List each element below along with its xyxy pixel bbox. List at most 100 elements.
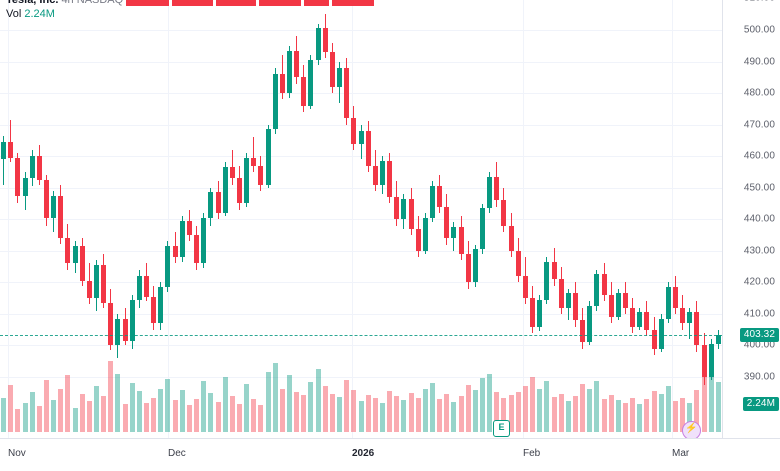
- volume-bar: [715, 382, 721, 432]
- candle-body: [644, 312, 650, 330]
- price-gridline: [0, 219, 722, 221]
- volume-bar: [630, 397, 636, 432]
- current-volume-badge[interactable]: 2.24M: [742, 397, 779, 411]
- price-gridline: [0, 377, 722, 378]
- candle-body: [379, 160, 385, 185]
- candle-body: [101, 265, 107, 303]
- candle-body: [601, 274, 607, 295]
- candle-body: [115, 318, 121, 346]
- candle-body: [351, 118, 357, 144]
- legend-interval[interactable]: 4h: [61, 0, 74, 6]
- volume-bar: [694, 389, 700, 432]
- volume-bar: [51, 400, 57, 432]
- time-axis-label: Mar: [672, 448, 690, 459]
- candle-body: [701, 345, 707, 377]
- volume-bar: [215, 402, 221, 432]
- candle-body: [165, 246, 171, 288]
- volume-bar: [687, 402, 693, 432]
- candle-body: [615, 293, 621, 318]
- candle-body: [444, 206, 450, 239]
- volume-bar: [294, 392, 300, 432]
- price-axis[interactable]: 510.00 500.00 490.00 480.00 470.00 460.00 450.…: [722, 0, 780, 438]
- volume-bar: [580, 384, 586, 432]
- price-gridline: [0, 313, 722, 315]
- candle-body: [358, 130, 364, 144]
- volume-bar: [186, 405, 192, 432]
- candle-body: [408, 198, 414, 229]
- candle-body: [622, 293, 628, 308]
- volume-bar: [279, 388, 285, 432]
- volume-bar: [308, 382, 314, 432]
- candle-body: [279, 74, 285, 94]
- price-gridline: [0, 30, 722, 31]
- volume-bar: [680, 398, 686, 432]
- candle-wick: [689, 307, 691, 340]
- candle-body: [401, 198, 407, 220]
- volume-bar: [701, 355, 707, 432]
- volume-bar: [129, 383, 135, 432]
- candle-body: [365, 130, 371, 166]
- legend-change: -1.37: [303, 0, 329, 6]
- chart-plot-area[interactable]: E ⚡: [0, 0, 722, 438]
- volume-bar: [637, 404, 643, 432]
- volume-bar: [165, 378, 171, 432]
- earnings-marker[interactable]: E: [493, 420, 510, 437]
- candle-body: [272, 74, 278, 130]
- legend-symbol[interactable]: Tesla, Inc.: [6, 0, 59, 6]
- candle-body: [222, 167, 228, 213]
- candle-body: [301, 77, 307, 106]
- volume-bar: [472, 390, 478, 432]
- price-axis-label: 510.00: [744, 0, 775, 4]
- candle-body: [322, 28, 328, 53]
- candle-body: [522, 276, 528, 299]
- legend-high-value: 403.44: [179, 0, 214, 6]
- price-axis-label: 480.00: [743, 87, 775, 99]
- candle-body: [480, 208, 486, 250]
- volume-bar: [194, 398, 200, 432]
- candle-body: [8, 141, 14, 158]
- volume-bar: [415, 397, 421, 432]
- volume-bar: [94, 386, 99, 432]
- time-gridline: [523, 0, 524, 438]
- legend-volume-line: Vol 2.24M: [6, 8, 374, 21]
- volume-bar: [79, 394, 85, 432]
- candle-body: [551, 261, 557, 280]
- volume-bar: [365, 394, 371, 432]
- candle-body: [515, 250, 521, 277]
- candle-body: [501, 200, 507, 226]
- volume-bar: [572, 396, 578, 432]
- event-lightning-marker[interactable]: ⚡: [682, 421, 701, 438]
- volume-bar: [587, 388, 593, 432]
- candle-body: [129, 299, 135, 341]
- volume-bar: [301, 395, 307, 432]
- volume-bar: [172, 400, 178, 432]
- volume-bar: [651, 390, 657, 432]
- candle-body: [29, 156, 35, 179]
- candle-body: [387, 160, 393, 198]
- price-axis-label: 450.00: [743, 182, 775, 194]
- candle-body: [637, 312, 643, 327]
- volume-bar: [673, 401, 679, 432]
- candle-body: [244, 157, 250, 204]
- volume-bar: [65, 375, 71, 432]
- candle-body: [680, 307, 686, 324]
- candle-body: [394, 197, 400, 220]
- price-axis-label: 440.00: [743, 213, 775, 225]
- candle-body: [544, 261, 550, 300]
- volume-bar: [565, 400, 571, 432]
- volume-bar: [108, 360, 114, 432]
- candle-body: [708, 343, 714, 377]
- candle-body: [558, 279, 564, 308]
- legend-low-label: L: [216, 0, 223, 6]
- price-gridline: [0, 282, 722, 284]
- candle-body: [36, 156, 42, 180]
- current-price-badge[interactable]: 403.32: [739, 327, 779, 342]
- candle-body: [673, 287, 679, 308]
- volume-bar: [665, 386, 671, 432]
- time-gridline: [168, 0, 169, 438]
- candle-body: [158, 287, 164, 324]
- time-axis[interactable]: Nov Dec 2026 Feb Mar: [0, 438, 780, 471]
- volume-bar: [151, 397, 157, 432]
- price-gridline: [0, 93, 722, 95]
- candle-body: [287, 50, 292, 94]
